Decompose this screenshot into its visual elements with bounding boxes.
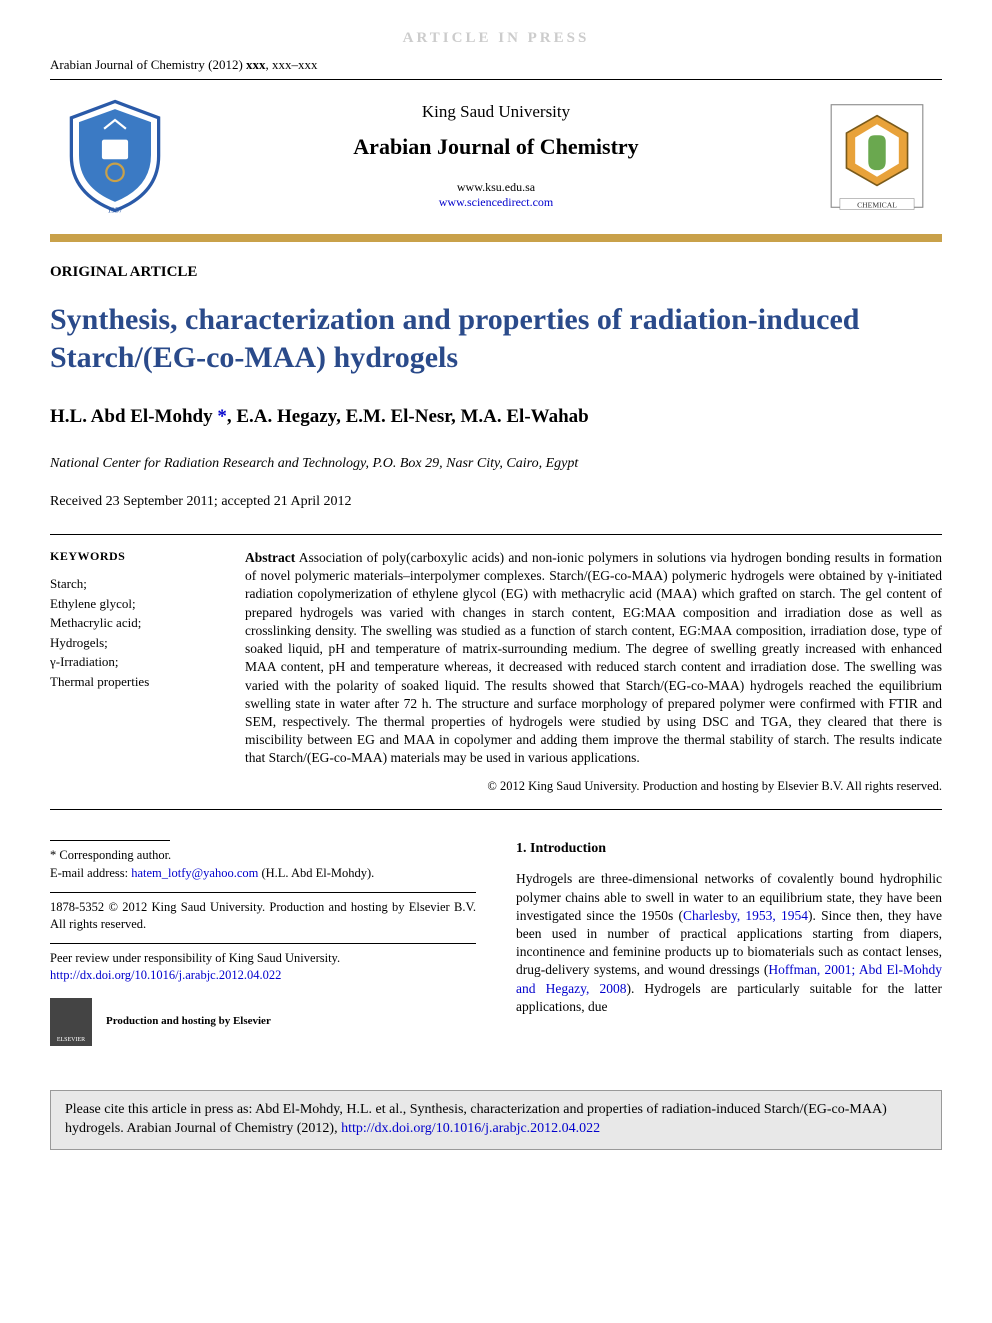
article-type: ORIGINAL ARTICLE	[50, 264, 942, 281]
keyword-item: Thermal properties	[50, 672, 215, 692]
keyword-item: Ethylene glycol;	[50, 594, 215, 614]
issn-copyright-note: 1878-5352 © 2012 King Saud University. P…	[50, 892, 476, 933]
keyword-item: Starch;	[50, 574, 215, 594]
top-rule	[50, 79, 942, 80]
svg-text:CHEMICAL: CHEMICAL	[857, 200, 897, 209]
ksu-link[interactable]: www.ksu.edu.sa	[457, 180, 535, 194]
introduction-column: 1. Introduction Hydrogels are three-dime…	[516, 840, 942, 1046]
corresponding-author-note: * Corresponding author.	[50, 847, 476, 864]
keyword-item: γ-Irradiation;	[50, 652, 215, 672]
keywords-column: KEYWORDS Starch;Ethylene glycol;Methacry…	[50, 549, 215, 795]
authors-list: H.L. Abd El-Mohdy *, E.A. Hegazy, E.M. E…	[50, 406, 942, 428]
keyword-item: Methacrylic acid;	[50, 613, 215, 633]
abstract-text: Association of poly(carboxylic acids) an…	[245, 550, 942, 765]
introduction-paragraph: Hydrogels are three-dimensional networks…	[516, 870, 942, 1016]
university-name: King Saud University	[170, 102, 822, 122]
cite-doi-link[interactable]: http://dx.doi.org/10.1016/j.arabjc.2012.…	[341, 1121, 600, 1136]
article-in-press-banner: ARTICLE IN PRESS	[50, 30, 942, 47]
journal-reference: Arabian Journal of Chemistry (2012) xxx,…	[50, 57, 942, 73]
email-note: E-mail address: hatem_lotfy@yahoo.com (H…	[50, 865, 476, 882]
article-title: Synthesis, characterization and properti…	[50, 301, 942, 376]
abstract-copyright: © 2012 King Saud University. Production …	[245, 778, 942, 795]
svg-text:1957: 1957	[107, 206, 122, 215]
journal-name: Arabian Journal of Chemistry	[170, 134, 822, 160]
university-crest-icon: 1957	[60, 96, 170, 216]
peer-review-note: Peer review under responsibility of King…	[50, 943, 476, 984]
abstract-keywords-block: KEYWORDS Starch;Ethylene glycol;Methacry…	[50, 534, 942, 810]
sciencedirect-link[interactable]: www.sciencedirect.com	[439, 195, 554, 209]
email-label: E-mail address:	[50, 866, 131, 880]
article-dates: Received 23 September 2011; accepted 21 …	[50, 494, 942, 510]
affiliation: National Center for Radiation Research a…	[50, 456, 942, 472]
chemical-society-icon: CHEMICAL	[822, 96, 932, 216]
journal-ref-prefix: Arabian Journal of Chemistry (2012)	[50, 57, 246, 72]
footnote-column: * Corresponding author. E-mail address: …	[50, 840, 476, 1046]
citation-charlesby[interactable]: Charlesby, 1953, 1954	[683, 908, 808, 923]
abstract-column: Abstract Association of poly(carboxylic …	[245, 549, 942, 795]
citation-box: Please cite this article in press as: Ab…	[50, 1090, 942, 1150]
elsevier-logo-icon: ELSEVIER	[50, 998, 92, 1046]
gold-divider-bar	[50, 234, 942, 242]
doi-link[interactable]: http://dx.doi.org/10.1016/j.arabjc.2012.…	[50, 968, 281, 982]
abstract-label: Abstract	[245, 550, 295, 565]
journal-header: 1957 King Saud University Arabian Journa…	[50, 88, 942, 226]
keyword-item: Hydrogels;	[50, 633, 215, 653]
production-hosting-block: ELSEVIER Production and hosting by Elsev…	[50, 998, 476, 1046]
footnote-rule	[50, 840, 170, 841]
email-suffix: (H.L. Abd El-Mohdy).	[258, 866, 374, 880]
author-email-link[interactable]: hatem_lotfy@yahoo.com	[131, 866, 258, 880]
keywords-heading: KEYWORDS	[50, 549, 215, 564]
journal-ref-suffix: , xxx–xxx	[266, 57, 318, 72]
peer-text: Peer review under responsibility of King…	[50, 951, 340, 965]
production-hosting-text: Production and hosting by Elsevier	[106, 1014, 271, 1029]
journal-ref-vol: xxx	[246, 57, 266, 72]
introduction-heading: 1. Introduction	[516, 840, 942, 859]
